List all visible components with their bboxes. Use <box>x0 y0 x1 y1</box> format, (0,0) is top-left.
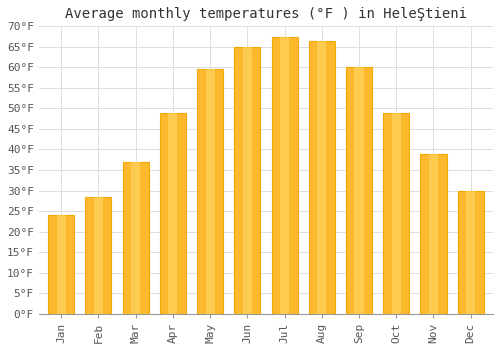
Bar <box>197 69 223 314</box>
Bar <box>56 215 66 314</box>
Bar <box>383 113 409 314</box>
Bar <box>466 190 475 314</box>
Bar <box>317 41 326 314</box>
Bar <box>160 113 186 314</box>
Bar <box>429 154 438 314</box>
Bar <box>131 162 140 314</box>
Bar <box>458 190 483 314</box>
Bar <box>234 47 260 314</box>
Bar <box>308 41 335 314</box>
Bar <box>272 36 297 314</box>
Bar <box>94 197 103 314</box>
Bar <box>392 113 401 314</box>
Bar <box>168 113 177 314</box>
Bar <box>354 67 364 314</box>
Bar <box>122 162 148 314</box>
Bar <box>206 69 214 314</box>
Title: Average monthly temperatures (°F ) in HeleŞtieni: Average monthly temperatures (°F ) in He… <box>65 7 467 21</box>
Bar <box>243 47 252 314</box>
Bar <box>86 197 112 314</box>
Bar <box>420 154 446 314</box>
Bar <box>346 67 372 314</box>
Bar <box>48 215 74 314</box>
Bar <box>280 36 289 314</box>
